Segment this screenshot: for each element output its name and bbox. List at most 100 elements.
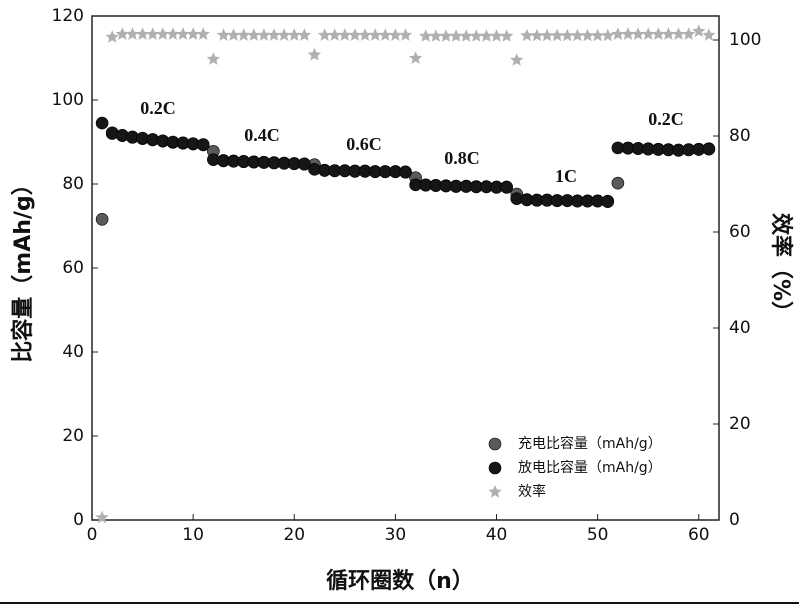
efficiency-point	[489, 29, 504, 42]
efficiency-point	[267, 28, 281, 41]
x-tick-label: 50	[587, 525, 609, 545]
efficiency-point	[156, 27, 170, 40]
y2-tick-label: 100	[729, 30, 761, 50]
y2-tick-label: 0	[729, 510, 740, 530]
efficiency-point	[560, 28, 574, 42]
efficiency-point	[530, 28, 544, 42]
capacity-point	[95, 116, 109, 130]
capacity-point	[95, 212, 109, 226]
efficiency-point	[661, 27, 676, 40]
y-tick-label: 80	[62, 174, 84, 194]
y-tick-label: 20	[62, 426, 84, 446]
legend-marker	[488, 485, 502, 498]
x-tick-label: 0	[87, 525, 98, 545]
efficiency-point	[348, 28, 362, 41]
legend-marker	[488, 437, 502, 451]
efficiency-point	[398, 28, 413, 41]
capacity-point	[298, 157, 311, 171]
x-tick-label: 30	[385, 525, 407, 545]
y-tick-label: 40	[62, 342, 84, 362]
efficiency-point	[459, 29, 473, 42]
efficiency-point	[409, 51, 423, 64]
efficiency-point	[611, 27, 625, 40]
efficiency-point	[247, 28, 261, 41]
efficiency-point	[257, 28, 271, 41]
capacity-point	[399, 165, 412, 179]
efficiency-point	[419, 29, 433, 42]
efficiency-point	[95, 510, 109, 524]
efficiency-point	[671, 27, 686, 40]
efficiency-point	[338, 28, 352, 41]
efficiency-point	[297, 28, 311, 41]
efficiency-point	[378, 28, 392, 41]
efficiency-point	[580, 28, 595, 42]
efficiency-point	[692, 24, 706, 37]
legend-marker	[488, 461, 502, 475]
efficiency-point	[196, 27, 210, 40]
efficiency-point	[307, 47, 322, 61]
y-tick-label: 60	[62, 258, 84, 278]
y2-tick-label: 80	[729, 126, 751, 146]
rate-annotation: 0.8C	[444, 148, 480, 168]
efficiency-point	[368, 28, 382, 41]
efficiency-point	[449, 29, 463, 42]
efficiency-point	[702, 28, 716, 41]
efficiency-point	[601, 28, 615, 42]
legend-label: 充电比容量（mAh/g）	[518, 435, 662, 452]
rate-annotation: 0.4C	[244, 125, 280, 145]
x-tick-label: 40	[486, 525, 508, 545]
efficiency-point	[570, 28, 585, 42]
efficiency-point	[651, 27, 665, 40]
legend-label: 效率	[518, 483, 546, 500]
x-axis-label: 循环圈数（n）	[326, 568, 474, 594]
capacity-point	[601, 195, 615, 208]
efficiency-point	[125, 27, 140, 40]
x-tick-label: 60	[688, 525, 710, 545]
efficiency-point	[591, 28, 605, 42]
capacity-point	[702, 142, 716, 156]
efficiency-point	[186, 27, 200, 40]
efficiency-point	[237, 28, 251, 41]
efficiency-point	[621, 27, 635, 40]
efficiency-point	[388, 28, 402, 41]
efficiency-point	[641, 27, 655, 40]
efficiency-point	[500, 29, 514, 42]
efficiency-point	[115, 27, 129, 40]
efficiency-point	[206, 52, 220, 65]
efficiency-point	[358, 28, 372, 41]
rate-annotation: 0.2C	[140, 98, 176, 118]
legend-label: 放电比容量（mAh/g）	[518, 459, 662, 476]
capacity-point	[500, 181, 513, 194]
efficiency-point	[287, 28, 301, 41]
y-axis-label: 比容量（mAh/g）	[10, 173, 36, 362]
efficiency-point	[176, 27, 190, 40]
efficiency-point	[631, 27, 645, 40]
rate-annotation: 0.2C	[648, 109, 684, 129]
efficiency-point	[105, 30, 119, 43]
efficiency-point	[682, 27, 696, 40]
efficiency-point	[317, 28, 332, 41]
efficiency-point	[135, 27, 150, 40]
efficiency-point	[479, 29, 494, 42]
rate-annotation: 0.6C	[346, 134, 382, 154]
y2-tick-label: 20	[729, 414, 751, 434]
efficiency-point	[520, 28, 534, 42]
y2-tick-label: 60	[729, 222, 751, 242]
capacity-point	[611, 176, 625, 190]
efficiency-point	[510, 53, 524, 66]
capacity-point	[196, 138, 210, 151]
x-tick-label: 20	[283, 525, 305, 545]
y2-tick-label: 40	[729, 318, 751, 338]
y2-axis-label: 效率（%）	[768, 213, 794, 323]
efficiency-point	[216, 28, 231, 41]
y-tick-label: 100	[52, 90, 84, 110]
efficiency-point	[439, 29, 453, 42]
efficiency-point	[226, 28, 241, 41]
rate-annotation: 1C	[555, 166, 577, 186]
y-tick-label: 120	[52, 6, 84, 26]
efficiency-point	[429, 29, 443, 42]
efficiency-point	[328, 28, 342, 41]
y-tick-label: 0	[73, 510, 84, 530]
